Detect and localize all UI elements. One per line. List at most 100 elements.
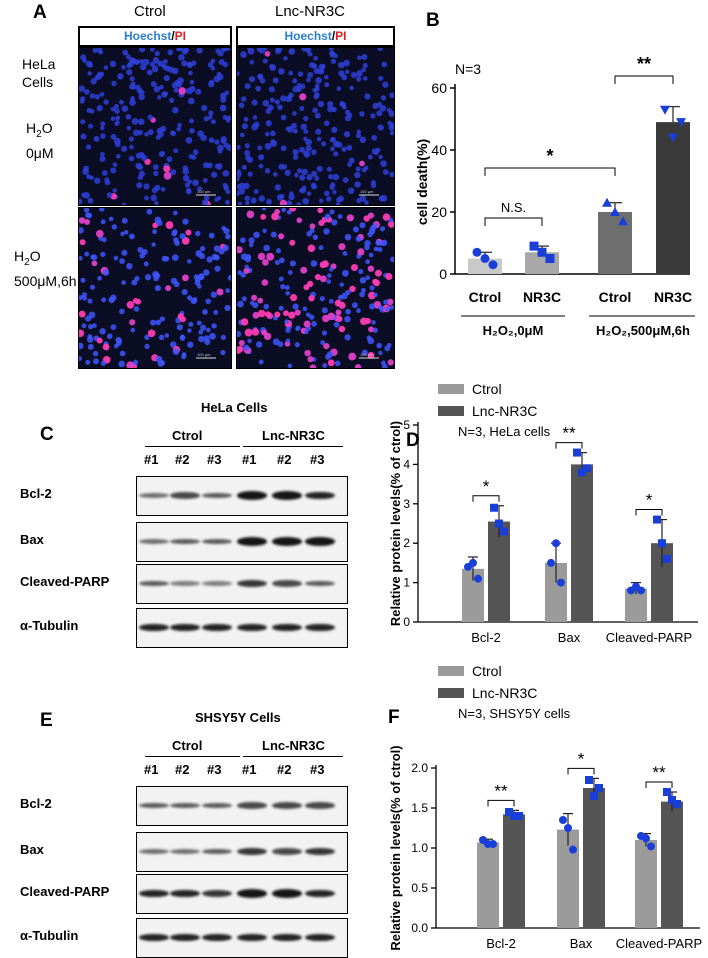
panel-b-letter: B [426, 10, 440, 31]
hoechst-cell [316, 165, 323, 172]
hoechst-cell [240, 51, 247, 58]
hoechst-cell [268, 86, 275, 93]
pi-positive-cell [237, 345, 244, 353]
hoechst-cell [258, 359, 264, 365]
x-category-label: Bax [558, 630, 581, 645]
hoechst-cell [306, 77, 311, 83]
data-point [474, 574, 482, 583]
hoechst-cell [244, 83, 251, 90]
hoechst-cell [225, 48, 231, 52]
hoechst-cell [269, 64, 277, 71]
bar [625, 588, 647, 622]
hoechst-cell [177, 122, 182, 128]
hoechst-cell [311, 149, 317, 155]
hoechst-cell [270, 139, 275, 144]
y-tick-label: 4 [403, 457, 410, 471]
hoechst-cell [108, 216, 114, 222]
protein-band [272, 537, 302, 546]
hoechst-cell [326, 279, 332, 284]
hoechst-cell [204, 338, 211, 346]
hoechst-cell [173, 87, 179, 93]
hoechst-cell [113, 255, 119, 261]
y-axis-label: cell death(%) [414, 139, 430, 225]
pi-positive-cell [96, 337, 103, 344]
data-point [660, 105, 670, 115]
hoechst-cell [157, 360, 164, 367]
hoechst-cell [364, 200, 369, 205]
hoechst-cell [278, 305, 284, 311]
pi-positive-cell [261, 279, 269, 286]
data-point [673, 800, 681, 808]
hoechst-cell [253, 121, 260, 128]
protein-band [305, 580, 335, 587]
hoechst-cell [200, 324, 207, 331]
lane-label: #2 [277, 762, 292, 777]
hoechst-cell [227, 274, 231, 281]
pi-positive-cell [165, 285, 172, 292]
hoechst-cell [384, 306, 390, 312]
hoechst-cell [150, 194, 158, 202]
hoechst-cell [134, 275, 140, 282]
pi-positive-cell [95, 229, 104, 238]
data-point [488, 260, 498, 270]
hoechst-cell [355, 235, 362, 242]
data-point [557, 578, 565, 587]
hoechst-cell [196, 320, 202, 326]
hoechst-cell [258, 163, 264, 169]
hoechst-cell [296, 87, 302, 93]
hoechst-cell [173, 281, 180, 288]
hoechst-cell [101, 237, 107, 243]
blot-row-label: α-Tubulin [20, 618, 79, 633]
hoechst-cell [138, 93, 145, 101]
dose-500: 500μM,6h [14, 272, 77, 289]
hoechst-cell [222, 61, 229, 68]
hoechst-cell [85, 315, 92, 322]
data-point [610, 207, 620, 216]
sig-bracket [555, 442, 583, 449]
hoechst-cell [126, 68, 133, 76]
hoechst-cell [191, 154, 197, 160]
hoechst-cell [86, 107, 92, 113]
pi-positive-cell [300, 266, 308, 274]
blot-strip [136, 522, 348, 562]
hoechst-cell [350, 72, 357, 79]
hoechst-cell [117, 73, 124, 80]
hoechst-cell [151, 242, 156, 247]
hoechst-cell [306, 174, 313, 181]
legend-ctrl: Ctrol [472, 663, 502, 679]
hoechst-cell [144, 132, 149, 137]
sig-bracket [635, 509, 663, 516]
hoechst-cell [109, 60, 117, 68]
hoechst-cell [173, 237, 179, 243]
hoechst-cell [137, 129, 144, 136]
hoechst-cell [332, 189, 337, 195]
hoechst-cell [389, 305, 394, 310]
hoechst-cell [121, 145, 128, 152]
data-point [469, 558, 477, 567]
hoechst-cell [138, 48, 146, 53]
hoechst-cell [150, 319, 156, 326]
data-point [595, 784, 603, 792]
hoechst-cell [239, 132, 245, 138]
pi-positive-cell [307, 244, 316, 253]
hoechst-cell [114, 108, 120, 114]
blot-row-label: Bax [20, 532, 44, 547]
pi-positive-cell [179, 316, 186, 323]
blot-row-label: Bcl-2 [20, 796, 52, 811]
hoechst-cell [274, 259, 280, 266]
hoechst-cell [377, 124, 384, 131]
hoechst-cell [156, 95, 162, 100]
pi-positive-cell [251, 328, 260, 336]
lane-label: #1 [144, 452, 159, 467]
data-point [583, 464, 591, 473]
pi-positive-cell [135, 298, 142, 305]
sub-2: 2 [36, 128, 42, 140]
hoechst-cell [354, 171, 361, 179]
sig-label: ** [494, 781, 508, 800]
pi-positive-cell [264, 51, 271, 57]
stain-label-ctrl: Hoechst/PI [78, 26, 232, 47]
data-point [663, 788, 671, 796]
blot-strip [136, 832, 348, 872]
hoechst-cell [278, 276, 284, 282]
hoechst-cell [179, 233, 186, 240]
